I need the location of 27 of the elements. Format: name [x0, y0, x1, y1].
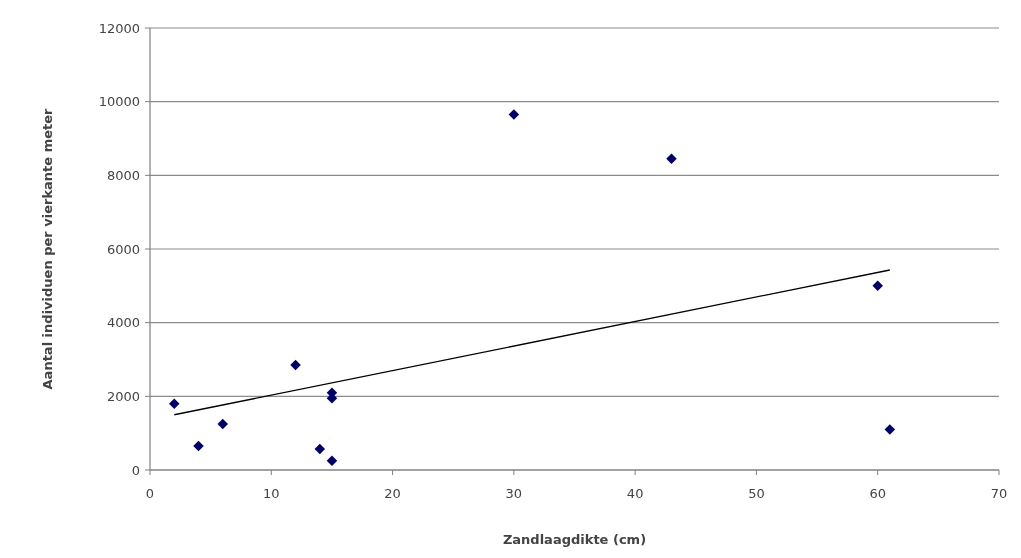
point	[193, 440, 204, 452]
y-tick-label: 12000	[98, 20, 140, 36]
y-tick-label: 0	[131, 462, 140, 478]
point	[217, 418, 229, 430]
point	[290, 359, 301, 371]
x-tick-label: 0	[145, 486, 155, 501]
point	[884, 424, 896, 435]
y-axis-title: Aantal individuen per vierkante meter	[40, 107, 55, 390]
point	[508, 109, 520, 120]
y-tick-label: 6000	[106, 241, 140, 257]
point	[872, 280, 883, 292]
y-tick-label: 4000	[106, 315, 140, 331]
x-tick-label: 20	[384, 486, 401, 501]
y-tick-label: 8000	[106, 167, 140, 183]
y-tick-label: 2000	[106, 388, 140, 404]
x-tick-label: 60	[869, 486, 886, 501]
x-tick-label: 40	[626, 486, 644, 501]
point	[314, 443, 326, 455]
x-tick-label: 30	[505, 486, 523, 501]
x-tick-label: 70	[990, 486, 1008, 501]
y-tick-label: 10000	[98, 94, 140, 110]
point	[169, 398, 180, 409]
x-axis-title: Zandlaagdikte (cm)	[502, 532, 647, 547]
point	[326, 455, 338, 467]
x-tick-label: 10	[263, 486, 280, 501]
point	[666, 153, 677, 164]
x-tick-label: 50	[748, 486, 765, 501]
